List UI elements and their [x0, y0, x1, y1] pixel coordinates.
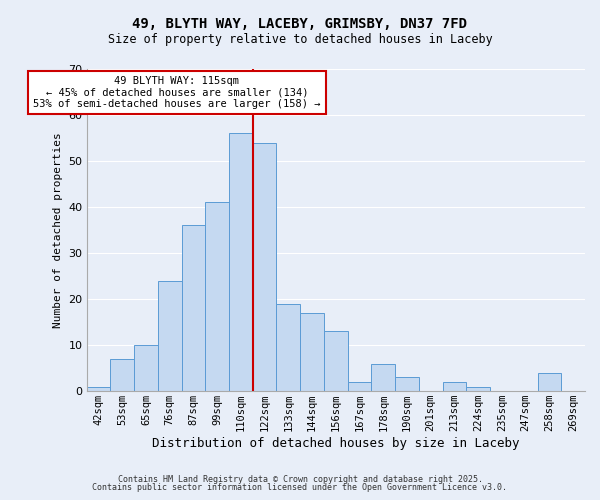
- Text: Size of property relative to detached houses in Laceby: Size of property relative to detached ho…: [107, 32, 493, 46]
- Bar: [347, 382, 371, 391]
- Bar: [110, 359, 134, 391]
- Bar: [443, 382, 466, 391]
- Bar: [466, 386, 490, 391]
- Text: 49 BLYTH WAY: 115sqm
← 45% of detached houses are smaller (134)
53% of semi-deta: 49 BLYTH WAY: 115sqm ← 45% of detached h…: [33, 76, 320, 109]
- Bar: [205, 202, 229, 391]
- Bar: [395, 378, 419, 391]
- Text: Contains HM Land Registry data © Crown copyright and database right 2025.: Contains HM Land Registry data © Crown c…: [118, 475, 482, 484]
- Text: 49, BLYTH WAY, LACEBY, GRIMSBY, DN37 7FD: 49, BLYTH WAY, LACEBY, GRIMSBY, DN37 7FD: [133, 18, 467, 32]
- Bar: [300, 313, 324, 391]
- Bar: [277, 304, 300, 391]
- Bar: [253, 142, 277, 391]
- Bar: [134, 345, 158, 391]
- Bar: [229, 134, 253, 391]
- Bar: [371, 364, 395, 391]
- Bar: [86, 386, 110, 391]
- Bar: [324, 332, 347, 391]
- Text: Contains public sector information licensed under the Open Government Licence v3: Contains public sector information licen…: [92, 484, 508, 492]
- Bar: [182, 226, 205, 391]
- Y-axis label: Number of detached properties: Number of detached properties: [53, 132, 63, 328]
- Bar: [158, 280, 182, 391]
- Bar: [538, 373, 561, 391]
- X-axis label: Distribution of detached houses by size in Laceby: Distribution of detached houses by size …: [152, 437, 520, 450]
